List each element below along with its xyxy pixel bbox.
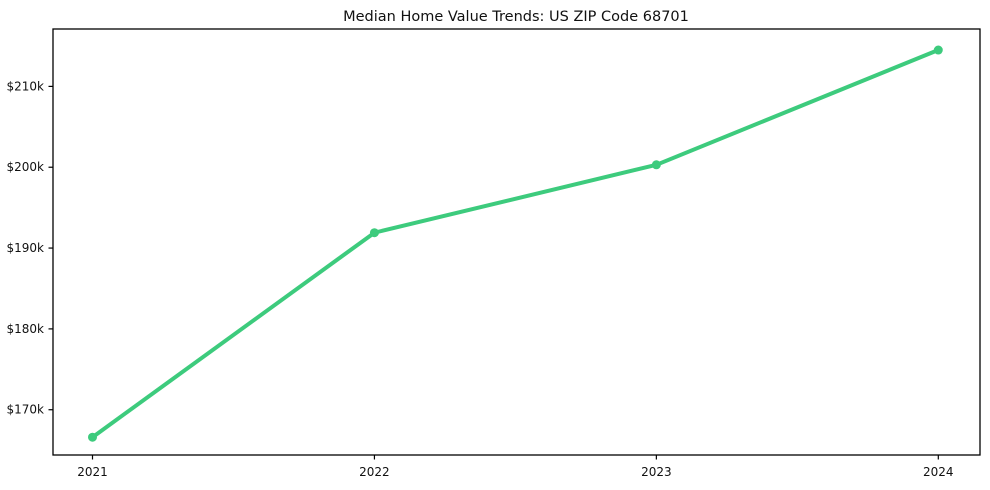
- x-tick-label: 2024: [923, 465, 954, 479]
- x-tick-label: 2023: [641, 465, 672, 479]
- data-point: [369, 228, 379, 238]
- axis-ticks: [48, 85, 939, 460]
- y-tick-label: $170k: [7, 403, 45, 417]
- series-line-layer: [88, 45, 943, 442]
- x-tick-label: 2022: [359, 465, 390, 479]
- median-home-value-line: [90, 48, 941, 440]
- y-tick-label: $200k: [7, 160, 45, 174]
- x-tick-label: 2021: [77, 465, 108, 479]
- data-point: [88, 432, 97, 442]
- axis-tick-labels: $170k $180k $190k $200k $210k 2021 2022 2023 202…: [7, 79, 954, 479]
- y-tick-label: $210k: [7, 79, 45, 93]
- data-point: [651, 160, 661, 170]
- y-tick-label: $180k: [7, 322, 45, 336]
- chart-title: Median Home Value Trends: US ZIP Code 68…: [343, 9, 689, 25]
- y-tick-label: $190k: [7, 241, 45, 255]
- data-point: [933, 45, 943, 55]
- plot-frame: [52, 28, 981, 456]
